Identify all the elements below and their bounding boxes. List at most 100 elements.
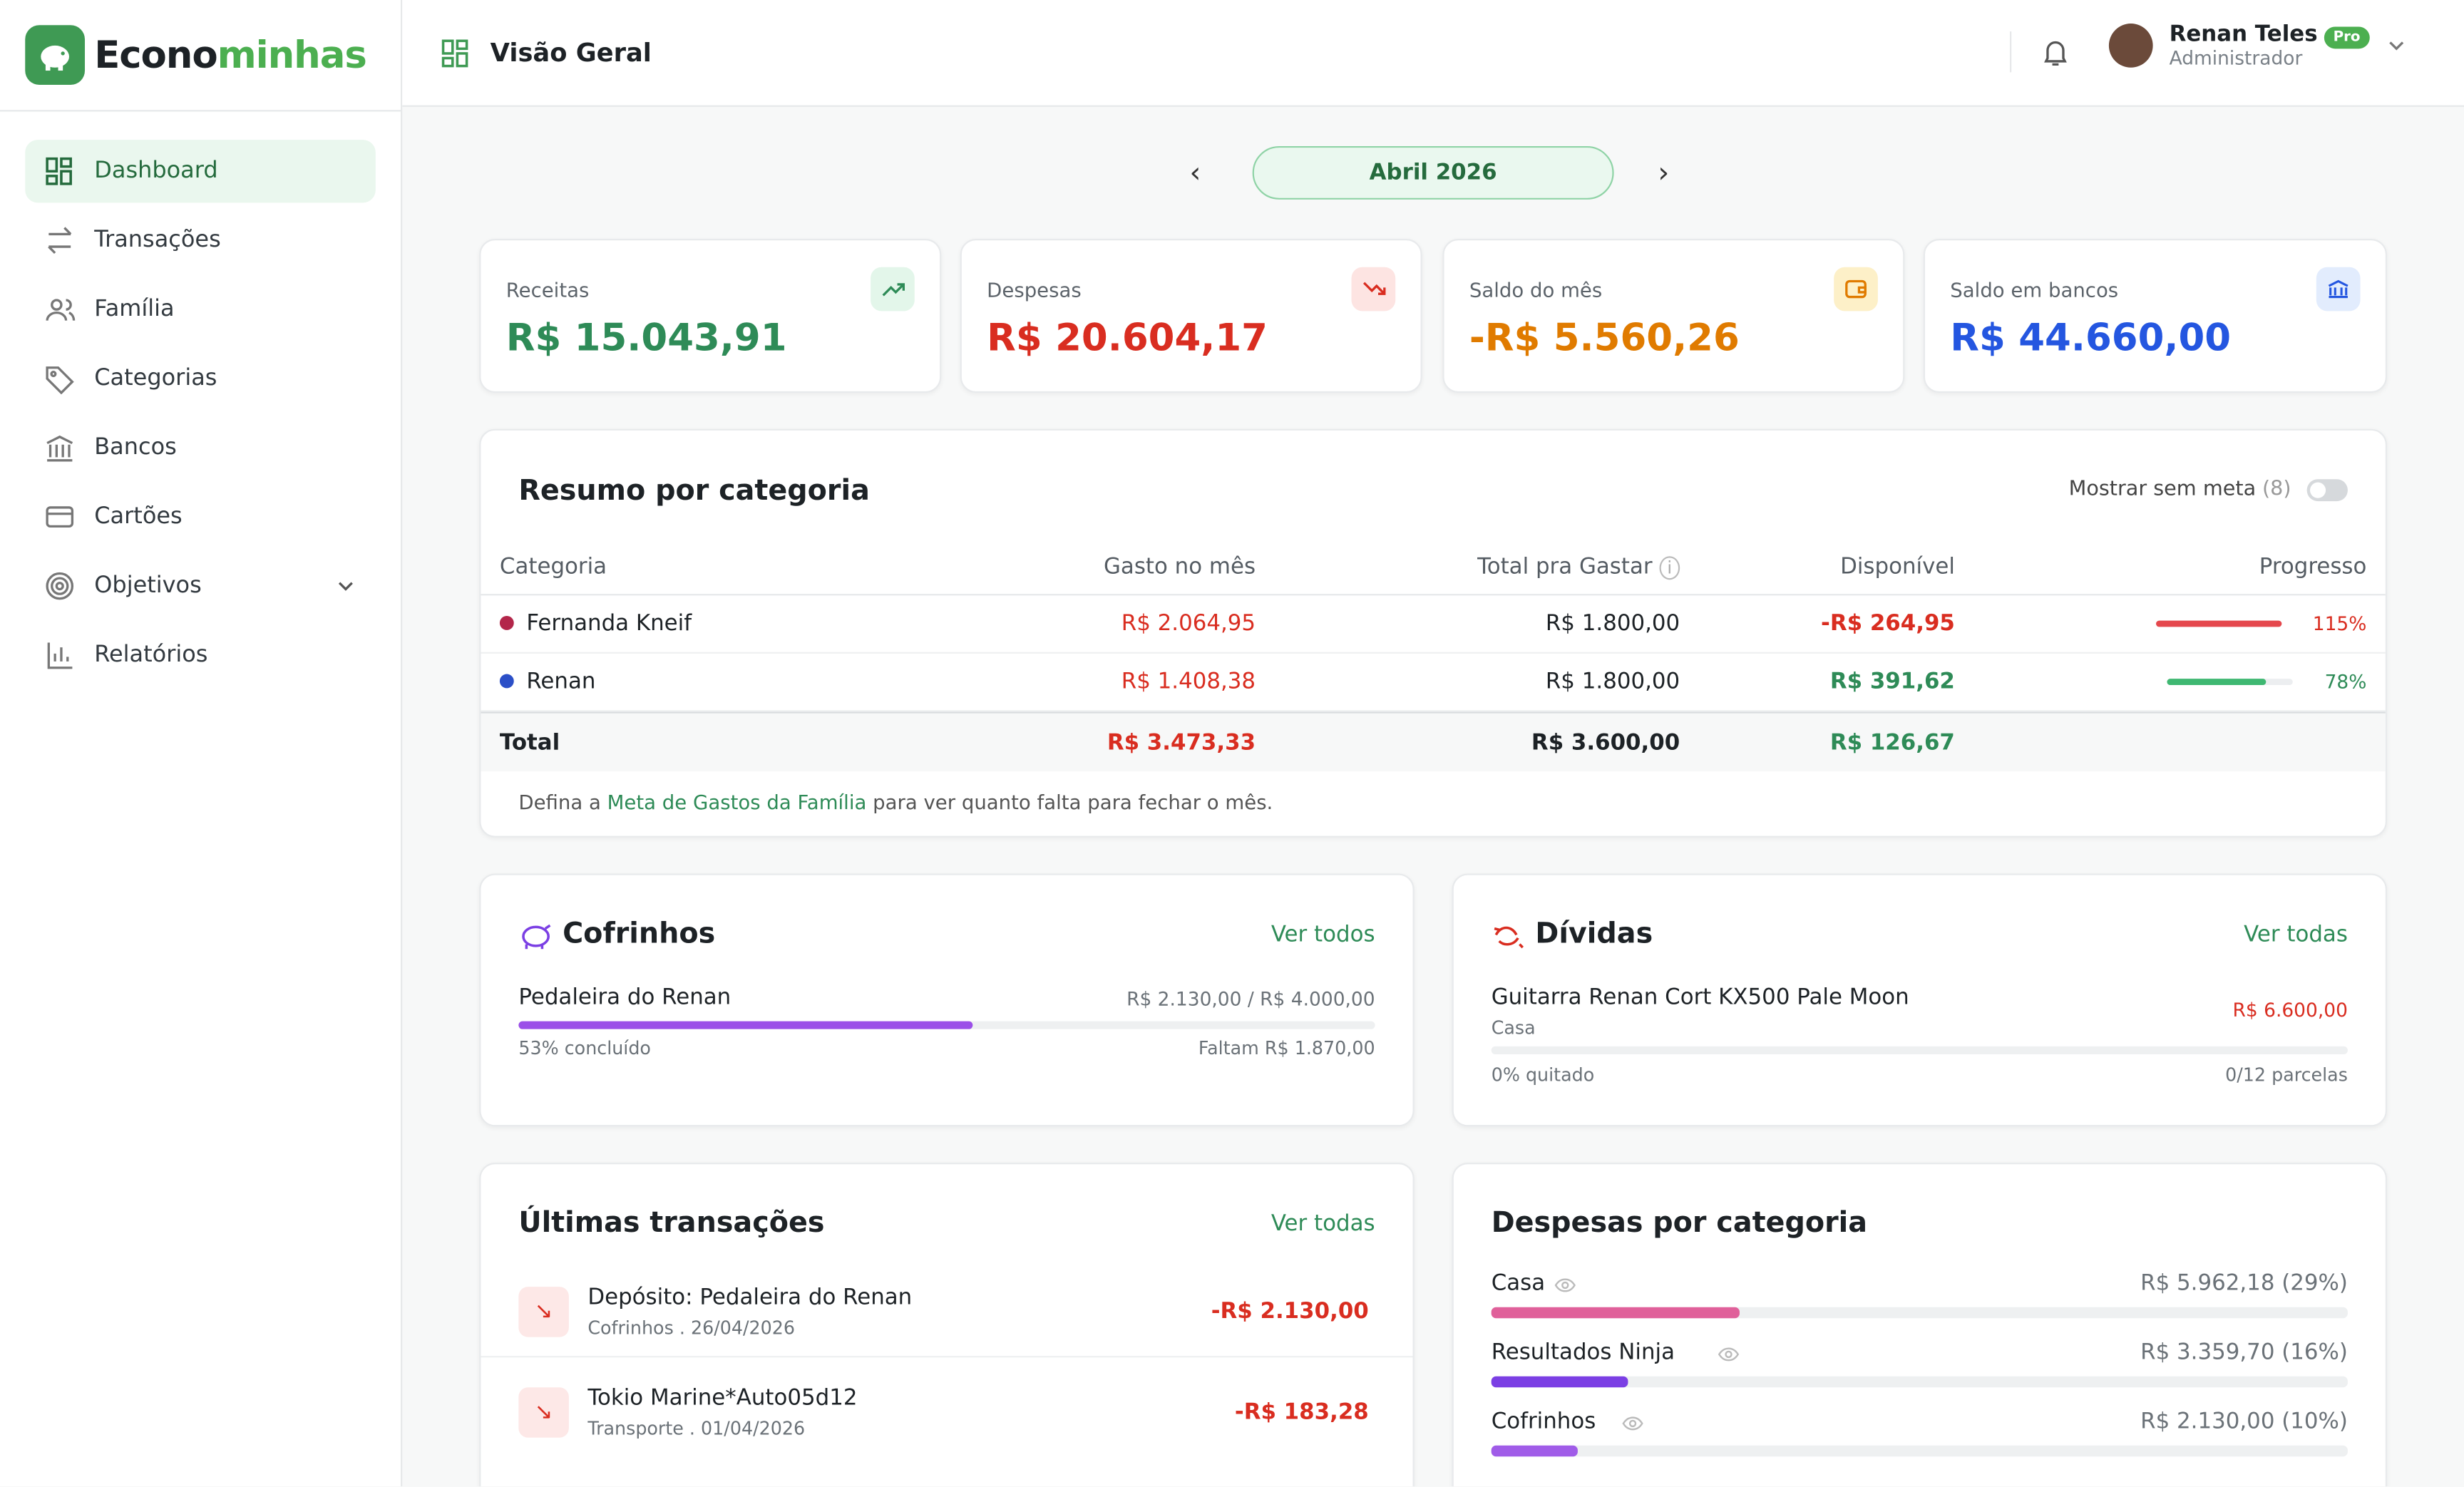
- element: [1724, 1350, 1732, 1359]
- see-all[interactable]: Ver todas: [2244, 922, 2348, 948]
- see-all[interactable]: Ver todas: [1270, 1211, 1375, 1237]
- nav-item[interactable]: Cartões: [25, 485, 376, 548]
- kpi-icon: [871, 267, 915, 312]
- user-name: Renan Teles Pro: [2170, 22, 2370, 49]
- progress-fill: [2167, 679, 2266, 685]
- th: Total pra Gastar i: [1256, 555, 1680, 580]
- kpi-value: R$ 20.604,17: [987, 316, 1268, 360]
- element: [46, 435, 73, 462]
- user-menu[interactable]: Renan Teles Pro Administrador: [2109, 22, 2408, 69]
- element: [46, 366, 74, 395]
- td: R$ 1.408,38: [1121, 669, 1256, 695]
- element: [46, 157, 72, 185]
- nav-item[interactable]: Relatórios: [25, 624, 376, 686]
- td: R$ 126,67: [1829, 729, 1955, 756]
- month-selector[interactable]: Abril 2026: [1252, 145, 1614, 200]
- note: Defina a Meta de Gastos da Família para …: [481, 771, 2385, 833]
- element: [2328, 279, 2348, 299]
- notifications[interactable]: [2040, 36, 2071, 68]
- prev-month[interactable]: ‹: [1189, 157, 1201, 190]
- td: Fernanda Kneif: [499, 611, 953, 637]
- element: [46, 572, 74, 600]
- nav-item[interactable]: Categorias: [25, 347, 376, 410]
- transaction[interactable]: ↘ Depósito: Pedaleira do Renan Cofrinhos .…: [481, 1271, 1413, 1358]
- brand-name: Econominhas: [94, 33, 367, 78]
- nav-label: Cartões: [94, 504, 183, 530]
- section-title: Últimas transações: [518, 1206, 825, 1240]
- kpi-card: Despesas R$ 20.604,17: [960, 239, 1422, 393]
- kpi-label: Despesas: [987, 278, 1082, 302]
- element: [882, 283, 905, 297]
- visibility-icon[interactable]: [1555, 1276, 1577, 1295]
- note-link[interactable]: Meta de Gastos da Família: [607, 790, 867, 814]
- debt-name: Guitarra Renan Cort KX500 Pale Moon: [1491, 984, 1909, 1011]
- element: [1623, 1416, 1644, 1431]
- nav-item[interactable]: Família: [25, 278, 376, 341]
- th: Disponível: [1840, 555, 1955, 580]
- visibility-icon[interactable]: [1717, 1345, 1739, 1364]
- kpi-value: -R$ 5.560,26: [1469, 316, 1740, 360]
- element: [522, 925, 550, 947]
- element: [1362, 282, 1386, 295]
- nav-label: Relatórios: [94, 642, 208, 668]
- element: [48, 227, 72, 254]
- element: [499, 616, 514, 630]
- debt-progress-label: 0% quitado: [1491, 1064, 1595, 1086]
- nav-label: Categorias: [94, 366, 217, 391]
- td: R$ 2.064,95: [1121, 611, 1256, 637]
- nav-item[interactable]: Transações: [25, 209, 376, 272]
- element: [456, 51, 468, 67]
- kpi-icon: [1834, 267, 1878, 312]
- toggle-label: Mostrar sem meta: [2068, 478, 2257, 502]
- tx-meta: Cofrinhos . 26/04/2026: [587, 1317, 796, 1339]
- element: [46, 435, 73, 462]
- nav-item[interactable]: Dashboard: [25, 140, 376, 203]
- element: [525, 924, 551, 950]
- element: [46, 299, 76, 321]
- element: [1845, 279, 1867, 299]
- tx-name: Depósito: Pedaleira do Renan: [587, 1285, 913, 1311]
- kpi-value: R$ 15.043,91: [505, 316, 787, 360]
- td-text: 78%: [2324, 671, 2367, 694]
- element: [47, 642, 73, 669]
- next-month[interactable]: ›: [1658, 157, 1670, 190]
- piggy-name: Pedaleira do Renan: [518, 984, 732, 1011]
- transactions-card: Últimas transações Ver todas ↘ Depósito: …: [479, 1163, 1415, 1487]
- nav-item[interactable]: Bancos: [25, 416, 376, 479]
- chevron: [2389, 41, 2404, 51]
- tx-icon: ↘: [518, 1387, 569, 1438]
- progress-fill: [518, 1021, 972, 1029]
- expense-value: R$ 3.359,70 (16%): [2140, 1340, 2348, 1366]
- nav-label: Bancos: [94, 435, 177, 460]
- td: R$ 1.800,00: [1545, 611, 1680, 637]
- progress-fill: [1491, 1376, 1628, 1388]
- element: [46, 175, 58, 185]
- element: [41, 45, 69, 71]
- element: [46, 157, 58, 173]
- element: [46, 299, 76, 321]
- nav-item[interactable]: Objetivos: [25, 555, 376, 617]
- visibility-icon[interactable]: [1622, 1414, 1644, 1433]
- th: Gasto no mês: [1104, 555, 1256, 580]
- brand: Econominhas: [0, 0, 401, 112]
- note-text: Defina a: [518, 790, 607, 814]
- kpi-label: Saldo do mês: [1469, 278, 1603, 302]
- transaction[interactable]: ↘ Tokio Marine*Auto05d12 Transporte . 01/0…: [481, 1372, 1412, 1456]
- tx-icon: ↘: [518, 1287, 569, 1337]
- td-text: Renan: [526, 669, 596, 695]
- toggle[interactable]: Mostrar sem meta (8): [2069, 478, 2348, 501]
- total-row: Total R$ 3.473,33 R$ 3.600,00 R$ 126,67: [481, 711, 2386, 772]
- element: [2389, 41, 2404, 51]
- note-text: para ver quanto falta para fechar o mês.: [866, 790, 1273, 814]
- element: [1845, 279, 1867, 299]
- element: [41, 45, 69, 68]
- kpi-card: Saldo do mês -R$ 5.560,26: [1442, 239, 1905, 393]
- page-icon: [441, 38, 468, 67]
- element: [1362, 282, 1386, 295]
- see-all[interactable]: Ver todos: [1270, 922, 1375, 948]
- kpi-icon: [1351, 267, 1396, 312]
- fill: [2310, 481, 2326, 498]
- brand-part: Econo: [94, 33, 217, 78]
